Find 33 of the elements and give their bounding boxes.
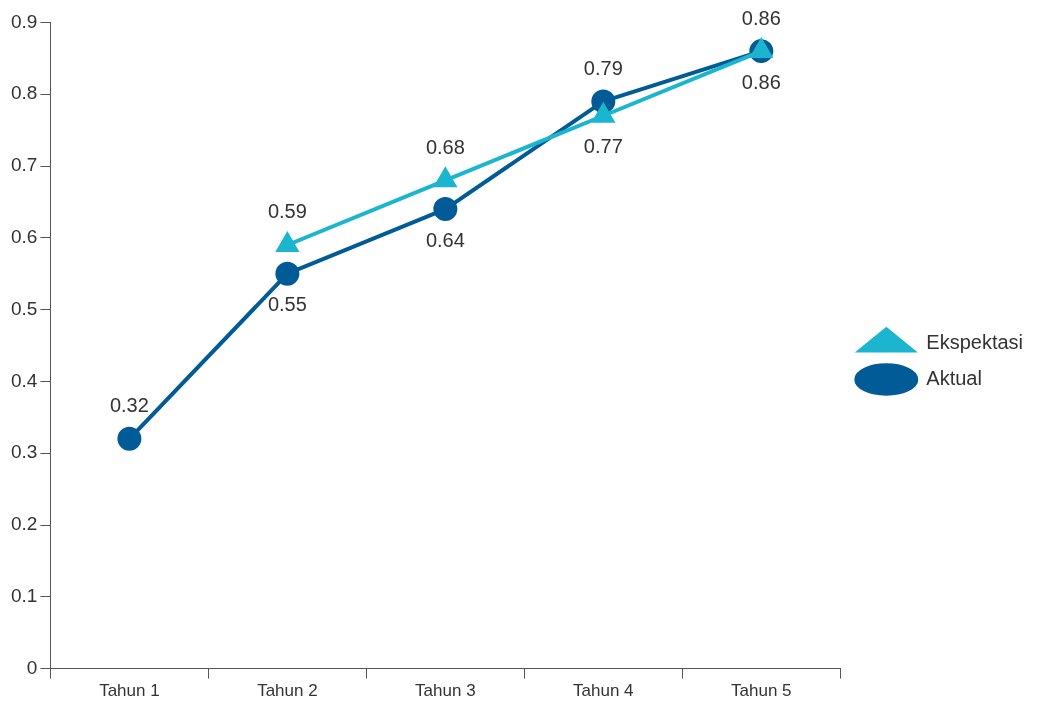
data-label: 0.77 <box>583 135 623 158</box>
x-tick-label: Tahun 2 <box>257 681 318 701</box>
x-tick-label: Tahun 1 <box>99 681 160 701</box>
point <box>275 261 300 286</box>
x-tick-label: Tahun 5 <box>731 681 792 701</box>
point <box>592 103 614 123</box>
data-label: 0.79 <box>583 56 623 79</box>
y-tick-label: 0 <box>26 656 38 678</box>
y-tick-label: 0.7 <box>10 154 38 176</box>
data-label: 0.86 <box>741 70 781 93</box>
y-tick-label: 0.4 <box>10 369 38 391</box>
point <box>276 232 299 252</box>
y-tick-label: 0.2 <box>10 513 38 535</box>
point <box>750 39 772 59</box>
data-label: 0.59 <box>267 200 307 223</box>
y-tick-label: 0.6 <box>10 226 38 248</box>
legend-label: Aktual <box>926 367 982 390</box>
y-tick-label: 0.9 <box>10 10 38 32</box>
y-tick-label: 0.8 <box>10 82 38 104</box>
point <box>434 168 457 188</box>
data-label: 0.32 <box>109 394 149 417</box>
y-tick-label: 0.3 <box>10 441 38 463</box>
point <box>433 197 458 222</box>
legend-label: Ekspektasi <box>926 331 1024 354</box>
data-label: 0.55 <box>267 293 307 316</box>
data-label: 0.86 <box>741 6 781 29</box>
x-tick-label: Tahun 3 <box>415 681 476 701</box>
x-tick-label: Tahun 4 <box>573 681 634 701</box>
data-label: 0.64 <box>425 228 465 251</box>
y-tick-label: 0.5 <box>10 297 38 319</box>
data-label: 0.68 <box>425 135 465 158</box>
point <box>117 426 142 451</box>
y-tick-label: 0.1 <box>10 585 38 607</box>
